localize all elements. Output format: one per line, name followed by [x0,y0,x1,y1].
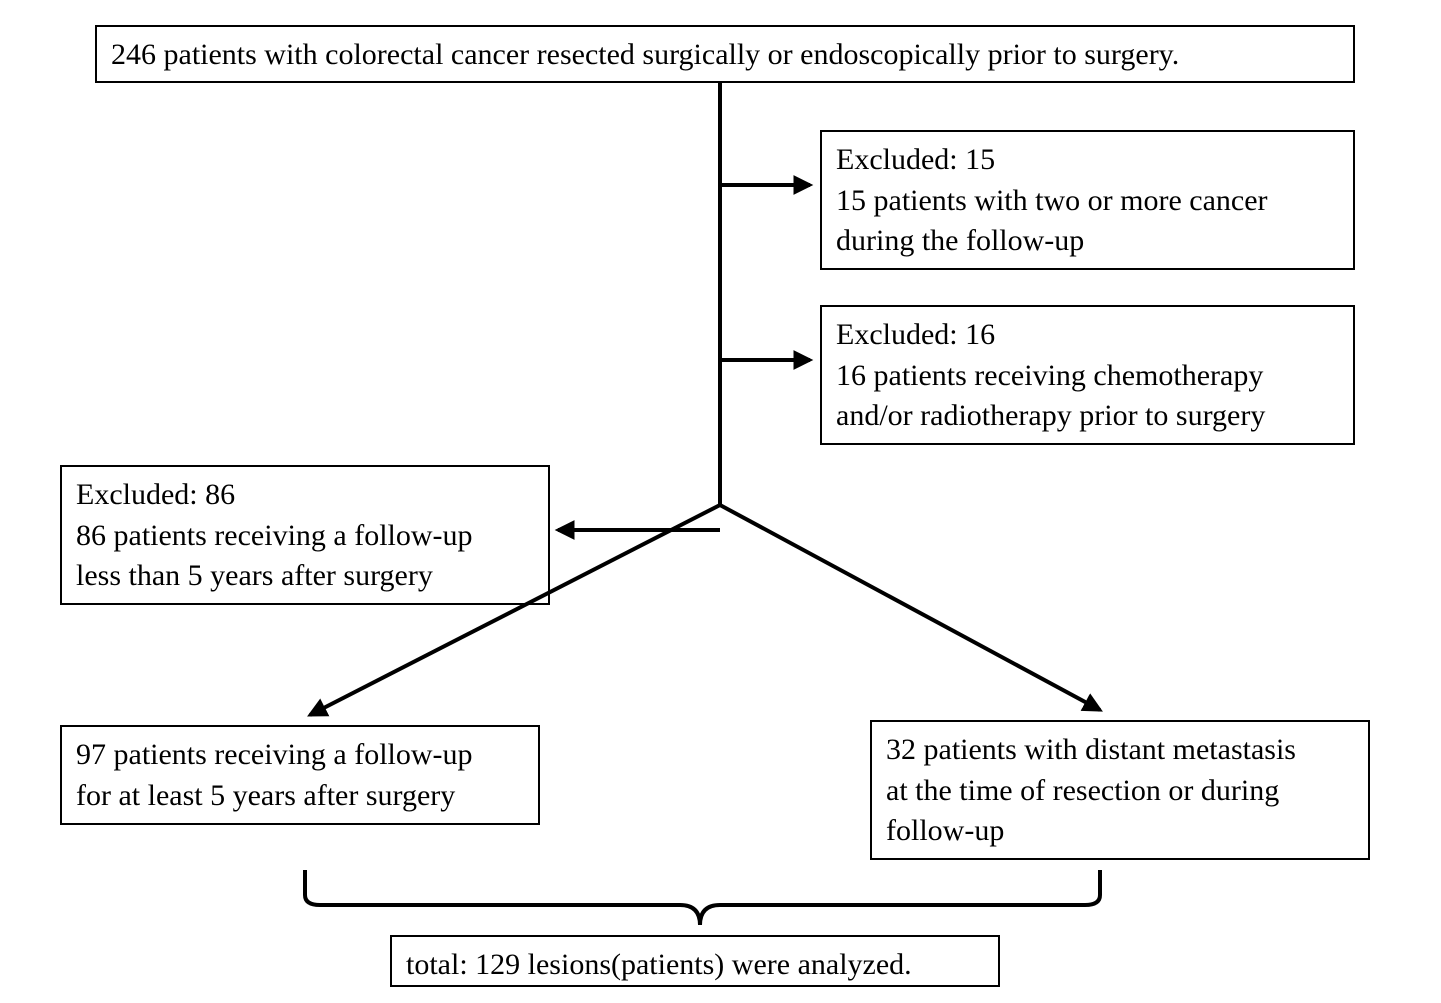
exclusion-2-node: Excluded: 16 16 patients receiving chemo… [820,305,1355,445]
arrow-to-right-outcome [720,505,1100,710]
exclusion-2-line1: Excluded: 16 [836,318,995,351]
start-node: 246 patients with colorectal cancer rese… [95,25,1355,83]
exclusion-1-node: Excluded: 15 15 patients with two or mor… [820,130,1355,270]
right-outcome-line2: at the time of resection or during [886,774,1279,807]
exclusion-2-line3: and/or radiotherapy prior to surgery [836,399,1265,432]
exclusion-3-node: Excluded: 86 86 patients receiving a fol… [60,465,550,605]
exclusion-3-line1: Excluded: 86 [76,478,235,511]
exclusion-1-line3: during the follow-up [836,224,1084,257]
left-outcome-line2: for at least 5 years after surgery [76,779,455,812]
right-outcome-node: 32 patients with distant metastasis at t… [870,720,1370,860]
exclusion-3-line3: less than 5 years after surgery [76,559,433,592]
total-text: total: 129 lesions(patients) were analyz… [406,948,912,981]
curly-brace [305,870,1100,925]
right-outcome-line1: 32 patients with distant metastasis [886,733,1296,766]
exclusion-2-line2: 16 patients receiving chemotherapy [836,359,1263,392]
exclusion-3-line2: 86 patients receiving a follow-up [76,519,473,552]
exclusion-1-line1: Excluded: 15 [836,143,995,176]
right-outcome-line3: follow-up [886,814,1004,847]
exclusion-1-line2: 15 patients with two or more cancer [836,184,1268,217]
left-outcome-node: 97 patients receiving a follow-up for at… [60,725,540,825]
left-outcome-line1: 97 patients receiving a follow-up [76,738,473,771]
total-node: total: 129 lesions(patients) were analyz… [390,935,1000,987]
start-text: 246 patients with colorectal cancer rese… [111,38,1179,71]
